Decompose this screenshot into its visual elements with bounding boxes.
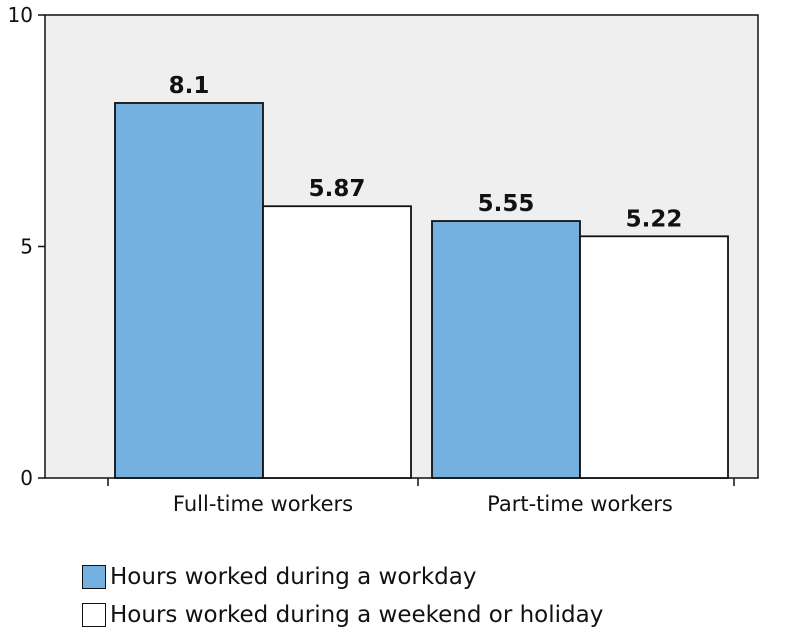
data-label: 8.1 (169, 73, 210, 99)
x-tick-label: Part-time workers (487, 492, 673, 516)
data-label: 5.87 (309, 176, 366, 202)
legend-item-workday: Hours worked during a workday (82, 558, 603, 596)
bar (114, 102, 264, 479)
y-tick-label: 10 (8, 3, 33, 27)
chart-plot: 0 5 10 8.1 5.87 Full-time workers 5.55 5.22 Part… (8, 3, 759, 516)
bar (262, 205, 412, 479)
legend-label-weekend: Hours worked during a weekend or holiday (110, 602, 604, 628)
bar (431, 220, 581, 479)
data-label: 5.55 (478, 191, 535, 217)
legend-label-workday: Hours worked during a workday (110, 564, 477, 590)
y-tick-label: 5 (20, 235, 33, 259)
legend-item-weekend: Hours worked during a weekend or holiday (82, 596, 603, 634)
legend-swatch-weekend (82, 603, 106, 627)
legend-swatch-workday (82, 565, 106, 589)
bar (579, 235, 729, 479)
y-tick-label: 0 (20, 466, 33, 490)
legend: Hours worked during a workday Hours work… (82, 558, 603, 634)
x-tick-label: Full-time workers (173, 492, 353, 516)
data-label: 5.22 (626, 206, 683, 232)
